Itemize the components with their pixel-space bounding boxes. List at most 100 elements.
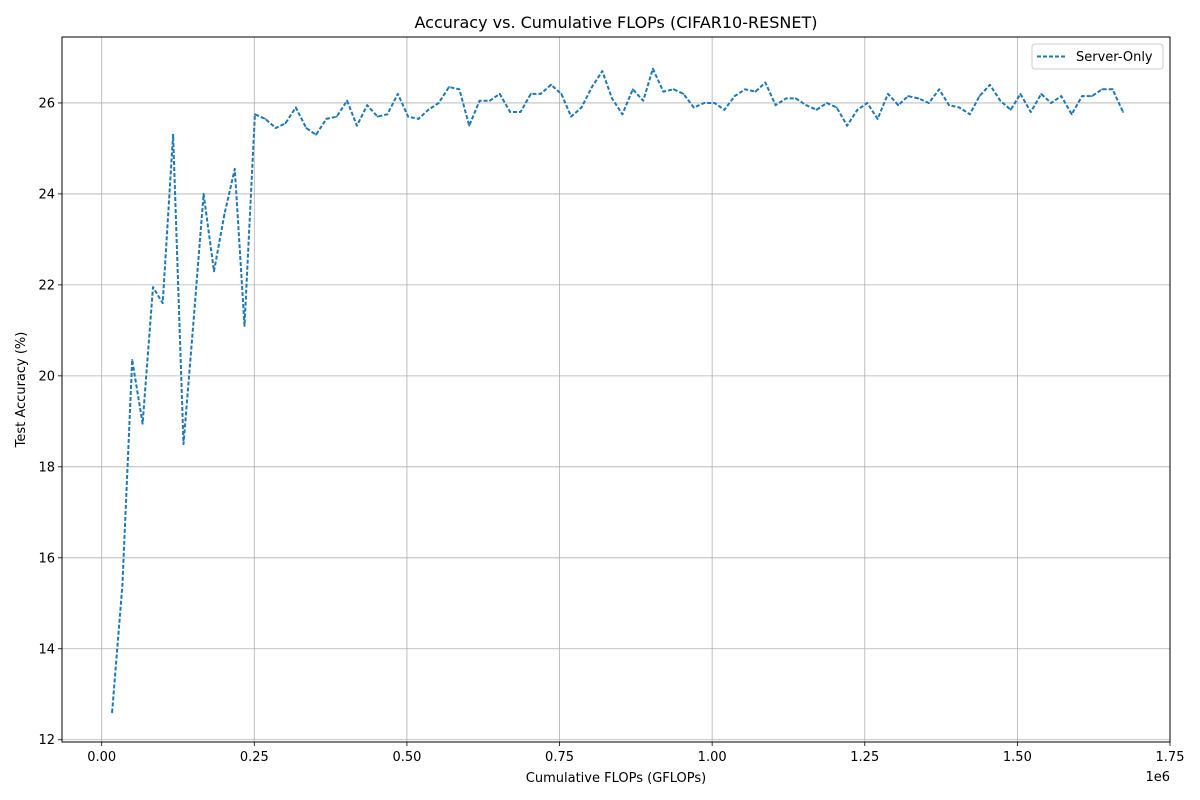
data-point xyxy=(498,93,501,95)
data-point xyxy=(1040,93,1043,95)
data-point xyxy=(407,115,409,118)
legend: Server-Only xyxy=(1031,43,1164,70)
data-point xyxy=(999,99,1002,102)
plot-lines xyxy=(111,67,1124,714)
data-point xyxy=(131,359,134,361)
y-tick-label: 22 xyxy=(38,278,55,293)
data-point xyxy=(968,113,971,116)
data-point xyxy=(826,102,828,104)
data-point xyxy=(652,67,654,70)
data-point xyxy=(243,324,246,327)
data-point xyxy=(682,93,685,95)
data-point xyxy=(703,102,706,104)
data-point xyxy=(754,90,757,93)
y-tick-label: 16 xyxy=(38,551,55,566)
data-point xyxy=(182,443,185,445)
x-tick-label: 0.50 xyxy=(392,750,421,765)
data-point xyxy=(284,122,287,125)
x-axis-offset-label: 1e6 xyxy=(1145,770,1170,785)
data-point xyxy=(223,213,226,216)
series-line-0 xyxy=(111,67,1124,713)
y-tick-label: 14 xyxy=(38,642,55,657)
data-point xyxy=(1019,93,1022,95)
x-tick-label: 1.00 xyxy=(698,750,727,765)
data-point xyxy=(662,90,665,93)
data-point xyxy=(417,118,420,120)
data-point xyxy=(448,86,450,88)
data-point xyxy=(478,99,481,102)
data-point xyxy=(550,83,552,86)
data-point xyxy=(580,106,583,109)
grid xyxy=(62,37,1171,742)
data-point xyxy=(1091,95,1093,97)
data-point xyxy=(611,97,613,100)
data-point xyxy=(917,97,920,100)
data-point xyxy=(744,88,746,91)
data-point xyxy=(161,302,164,304)
data-point xyxy=(386,113,389,116)
data-point xyxy=(672,88,675,91)
x-tick-label: 0.00 xyxy=(87,750,116,765)
axes-ticks: 0.00 0.25 0.50 0.75 1.00 1.25 1.50 1.75 12 14 16 18… xyxy=(38,96,1184,765)
data-point xyxy=(989,83,991,86)
data-point xyxy=(202,193,205,195)
data-point xyxy=(928,102,930,104)
data-point xyxy=(948,104,950,107)
data-point xyxy=(591,86,593,88)
data-point xyxy=(642,99,645,102)
data-point xyxy=(805,104,808,107)
data-point xyxy=(907,95,909,97)
data-point xyxy=(938,88,941,91)
data-point xyxy=(1060,95,1063,97)
data-point xyxy=(335,115,338,118)
data-point xyxy=(294,106,297,109)
y-tick-label: 12 xyxy=(38,733,55,748)
data-point xyxy=(774,104,777,107)
data-point xyxy=(866,102,869,104)
data-point xyxy=(539,93,542,95)
data-point xyxy=(958,106,961,109)
data-point xyxy=(437,102,440,104)
data-point xyxy=(396,93,399,95)
data-point xyxy=(692,106,695,109)
data-point xyxy=(325,118,328,120)
data-point xyxy=(458,88,461,91)
data-point xyxy=(1070,113,1073,116)
data-point xyxy=(111,711,113,714)
data-point xyxy=(887,93,889,95)
data-point xyxy=(794,97,797,100)
data-point xyxy=(846,124,848,127)
data-point xyxy=(733,95,736,97)
y-axis-label: Test Accuracy (%) xyxy=(14,332,29,449)
data-point xyxy=(233,168,236,170)
y-tick-label: 18 xyxy=(38,460,55,475)
data-point xyxy=(172,133,175,136)
data-point xyxy=(631,88,634,91)
data-point xyxy=(978,95,981,97)
data-point xyxy=(305,127,308,129)
data-point xyxy=(1029,111,1032,113)
data-point xyxy=(601,70,604,72)
data-point xyxy=(1122,111,1124,113)
data-point xyxy=(489,99,491,102)
legend-label: Server-Only xyxy=(1076,50,1153,65)
plot-frame xyxy=(61,36,1171,743)
data-point xyxy=(213,270,215,273)
data-point xyxy=(254,113,256,116)
data-point xyxy=(764,81,767,84)
data-point xyxy=(427,108,430,111)
data-point xyxy=(376,115,379,118)
chart-title: Accuracy vs. Cumulative FLOPs (CIFAR10-R… xyxy=(415,13,818,32)
data-point xyxy=(876,118,879,120)
data-point xyxy=(621,113,624,116)
y-tick-label: 24 xyxy=(38,187,55,202)
data-point xyxy=(315,133,317,136)
data-point xyxy=(193,315,195,318)
data-point xyxy=(897,104,900,107)
x-tick-label: 1.50 xyxy=(1003,750,1032,765)
y-tick-label: 20 xyxy=(38,369,55,384)
x-tick-label: 0.25 xyxy=(240,750,269,765)
data-point xyxy=(356,124,358,127)
data-point xyxy=(509,111,511,113)
